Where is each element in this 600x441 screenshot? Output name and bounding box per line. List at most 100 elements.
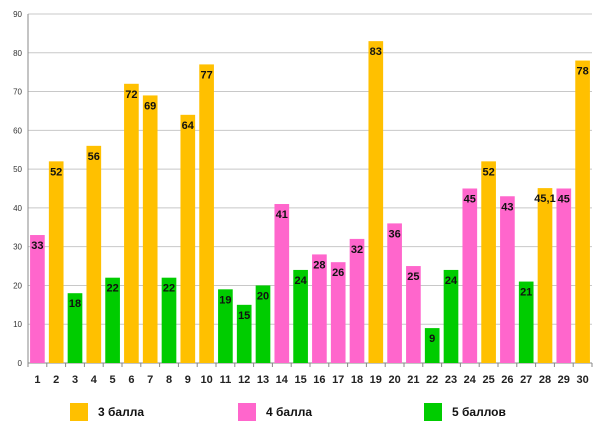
bar-18 [349,238,365,363]
y-tick-label-90: 90 [13,10,22,19]
data-label-5: 22 [106,283,118,295]
y-tick-label-0: 0 [18,359,23,368]
x-tick-label-13: 13 [257,374,269,386]
x-tick-label-8: 8 [166,374,172,386]
y-tick-label-50: 50 [13,165,22,174]
bar-20 [387,223,402,363]
x-tick-label-27: 27 [520,374,532,386]
data-label-27: 21 [520,287,532,299]
bar-17 [330,262,346,363]
legend-label-5-ballov: 5 баллов [452,405,506,419]
bar-2 [48,161,64,363]
bar-16 [312,254,327,363]
x-tick-label-16: 16 [313,374,325,386]
data-label-28: 45,1 [534,193,555,205]
data-label-15: 24 [294,275,307,287]
bar-7 [142,95,158,363]
x-tick-label-24: 24 [464,374,477,386]
data-label-2: 52 [50,166,62,178]
bar-13 [255,285,271,363]
data-label-9: 64 [182,120,195,132]
bar-23 [443,269,459,363]
data-label-12: 15 [238,310,250,322]
data-label-20: 36 [388,228,400,240]
x-tick-label-19: 19 [370,374,382,386]
bar-11 [218,289,233,363]
legend-swatch-4-balla [238,403,256,421]
data-label-7: 69 [144,100,156,112]
bar-4 [86,145,102,363]
data-label-4: 56 [88,151,100,163]
data-label-11: 19 [219,294,231,306]
y-tick-label-20: 20 [13,281,22,290]
data-label-22: 9 [429,333,435,345]
x-tick-label-15: 15 [294,374,306,386]
bar-5 [105,277,120,363]
x-tick-label-22: 22 [426,374,438,386]
legend-item-4-balla: 4 балла [238,403,312,421]
x-tick-label-2: 2 [53,374,59,386]
data-label-14: 41 [276,209,288,221]
data-label-29: 45 [558,194,570,206]
bar-3 [67,293,83,363]
bar-22 [424,328,440,363]
bar-28 [537,188,553,363]
y-tick-label-80: 80 [13,49,22,58]
x-tick-label-4: 4 [91,374,98,386]
bar-15 [293,269,308,363]
x-tick-label-28: 28 [539,374,551,386]
x-tick-label-20: 20 [388,374,400,386]
bar-1 [30,235,45,363]
x-tick-label-1: 1 [34,374,40,386]
data-label-24: 45 [464,194,476,206]
y-tick-label-10: 10 [13,320,22,329]
x-tick-label-26: 26 [501,374,513,386]
x-tick-label-23: 23 [445,374,457,386]
bar-25 [481,161,496,363]
data-label-10: 77 [200,69,212,81]
x-tick-label-3: 3 [72,374,78,386]
data-label-30: 78 [576,66,588,78]
data-label-26: 43 [501,201,513,213]
x-tick-label-14: 14 [276,374,289,386]
x-tick-label-18: 18 [351,374,363,386]
data-label-17: 26 [332,267,344,279]
data-label-13: 20 [257,290,269,302]
x-tick-label-7: 7 [147,374,153,386]
bar-6 [124,83,139,364]
x-tick-label-9: 9 [185,374,191,386]
legend-label-4-balla: 4 балла [266,405,313,419]
bar-14 [274,204,290,363]
bar-8 [161,277,177,363]
data-label-8: 22 [163,283,175,295]
data-label-18: 32 [351,244,363,256]
data-label-23: 24 [445,275,458,287]
legend-swatch-3-balla [70,403,88,421]
bar-10 [199,64,214,364]
x-tick-label-10: 10 [200,374,212,386]
chart-legend: 3 балла 4 балла 5 баллов [0,403,600,431]
data-label-25: 52 [482,166,494,178]
bar-24 [462,188,478,363]
x-tick-label-5: 5 [110,374,116,386]
bar-21 [406,266,421,363]
bar-19 [368,41,384,364]
bar-29 [556,188,572,363]
y-tick-label-40: 40 [13,204,22,213]
legend-swatch-5-ballov [424,403,442,421]
x-tick-label-17: 17 [332,374,344,386]
bar-9 [180,114,196,363]
legend-item-5-ballov: 5 баллов [424,403,506,421]
bar-12 [236,304,252,363]
x-tick-label-25: 25 [482,374,494,386]
chart-plot: 0102030405060708090331522183564225726697… [13,10,593,386]
y-tick-label-70: 70 [13,88,22,97]
legend-item-3-balla: 3 балла [70,403,144,421]
data-label-1: 33 [31,240,43,252]
bar-26 [500,196,515,363]
data-label-16: 28 [313,259,325,271]
y-tick-label-30: 30 [13,243,22,252]
y-tick-label-60: 60 [13,126,22,135]
data-label-19: 83 [370,46,382,58]
